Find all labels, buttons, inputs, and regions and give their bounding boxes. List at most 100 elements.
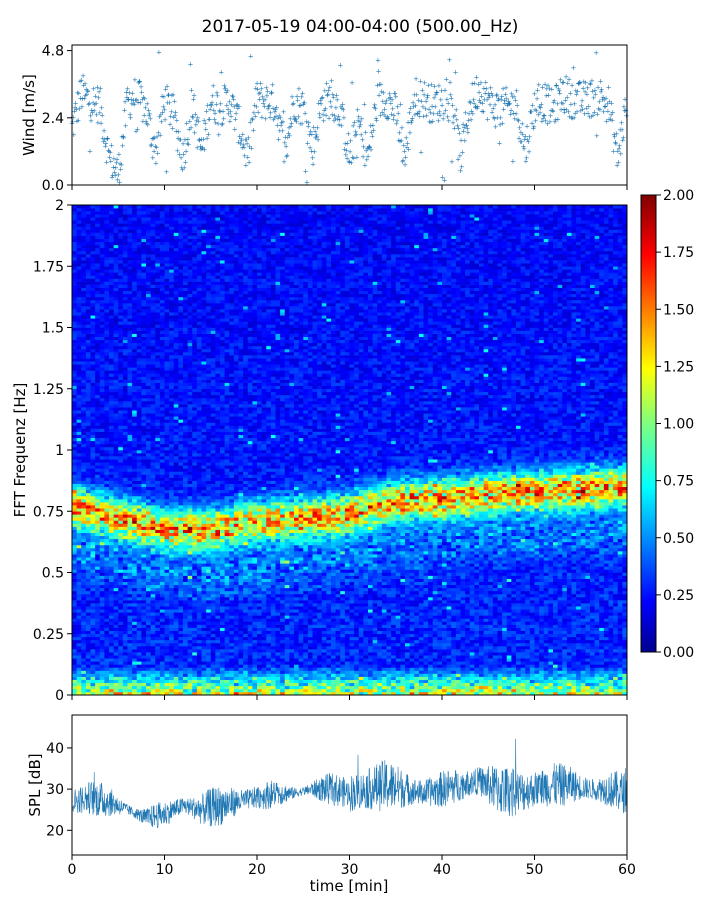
wind-point: +	[518, 129, 524, 137]
wind-point: +	[581, 78, 587, 86]
heatmap-cell	[109, 217, 115, 221]
heatmap-cell	[85, 495, 91, 500]
heatmap-cell	[169, 581, 175, 586]
heatmap-cell	[90, 450, 96, 454]
wind-point: +	[310, 154, 316, 162]
heatmap-cell	[122, 443, 128, 448]
heatmap-cell	[155, 499, 161, 503]
heatmap-cell	[122, 355, 128, 359]
wind-point: +	[136, 78, 142, 86]
wind-point: +	[361, 100, 367, 108]
heatmap-cell	[95, 281, 101, 285]
heatmap-cell	[81, 275, 87, 279]
heatmap-cell	[95, 342, 101, 347]
heatmap-cell	[136, 214, 142, 218]
heatmap-cell	[122, 489, 128, 494]
heatmap-cell	[178, 483, 184, 488]
heatmap-cell	[146, 661, 152, 665]
heatmap-cell	[72, 250, 78, 255]
heatmap-cell	[76, 303, 82, 307]
heatmap-cell	[127, 646, 133, 650]
heatmap-cell	[76, 633, 82, 638]
wind-point: +	[385, 113, 391, 121]
wind-point: +	[299, 120, 305, 128]
heatmap-cell	[146, 250, 152, 255]
heatmap-cell	[95, 566, 101, 570]
heatmap-cell	[146, 220, 152, 224]
heatmap-cell	[187, 618, 193, 622]
heatmap-cell	[81, 333, 87, 337]
heatmap-cell	[104, 600, 110, 604]
heatmap-cell	[132, 312, 138, 316]
heatmap-cell	[132, 269, 138, 273]
heatmap-cell	[146, 303, 152, 307]
heatmap-cell	[159, 382, 165, 386]
heatmap-cell	[136, 495, 142, 500]
heatmap-cell	[76, 612, 82, 616]
heatmap-cell	[118, 367, 124, 371]
heatmap-cell	[85, 630, 91, 635]
heatmap-cell	[85, 440, 91, 445]
heatmap-cell	[113, 296, 119, 301]
heatmap-cell	[183, 370, 189, 374]
heatmap-cell	[141, 275, 147, 279]
heatmap-cell	[90, 404, 96, 408]
heatmap-cell	[104, 658, 110, 662]
heatmap-cell	[76, 306, 82, 310]
wind-point: +	[281, 158, 287, 166]
heatmap-cell	[155, 587, 161, 592]
heatmap-cell	[141, 523, 147, 527]
wind-point: +	[329, 111, 335, 119]
heatmap-cell	[159, 425, 165, 429]
wind-point: +	[201, 116, 207, 124]
heatmap-cell	[132, 621, 138, 625]
heatmap-cell	[132, 499, 138, 503]
wind-point: +	[454, 116, 460, 124]
wind-point: +	[440, 115, 446, 123]
heatmap-cell	[85, 342, 91, 347]
heatmap-cell	[183, 443, 189, 448]
heatmap-cell	[118, 260, 124, 264]
wind-point: +	[482, 96, 488, 104]
wind-point: +	[131, 96, 137, 104]
heatmap-cell	[109, 226, 115, 230]
heatmap-cell	[173, 575, 179, 579]
heatmap-cell	[159, 443, 165, 448]
wind-point: +	[261, 102, 267, 110]
heatmap-cell	[178, 535, 184, 540]
heatmap-cell	[122, 578, 128, 582]
wind-point: +	[166, 91, 172, 99]
heatmap-cell	[183, 477, 189, 481]
heatmap-cell	[150, 646, 156, 650]
wind-point: +	[218, 69, 224, 77]
heatmap-cell	[141, 290, 147, 295]
heatmap-cell	[141, 474, 147, 478]
heatmap-cell	[183, 575, 189, 579]
wind-point: +	[92, 101, 98, 109]
heatmap-cell	[136, 263, 142, 267]
heatmap-cell	[132, 358, 138, 362]
heatmap-cell	[155, 560, 161, 564]
heatmap-cell	[178, 299, 184, 304]
heatmap-cell	[90, 691, 96, 696]
heatmap-cell	[76, 554, 82, 558]
heatmap-cell	[146, 566, 152, 570]
heatmap-cell	[81, 523, 87, 527]
heatmap-cell	[127, 581, 133, 586]
wind-point: +	[404, 144, 410, 152]
heatmap-cell	[141, 630, 147, 635]
heatmap-cell	[118, 480, 124, 484]
heatmap-cell	[164, 486, 170, 491]
heatmap-cell	[81, 612, 87, 616]
heatmap-cell	[113, 480, 119, 484]
heatmap-cell	[81, 489, 87, 494]
heatmap-cell	[169, 600, 175, 604]
heatmap-cell	[173, 529, 179, 533]
heatmap-cell	[85, 593, 91, 598]
wind-point: +	[595, 84, 601, 92]
heatmap-cell	[173, 379, 179, 383]
heatmap-cell	[76, 529, 82, 533]
heatmap-cell	[155, 434, 161, 439]
heatmap-cell	[104, 431, 110, 435]
heatmap-cell	[155, 691, 161, 696]
